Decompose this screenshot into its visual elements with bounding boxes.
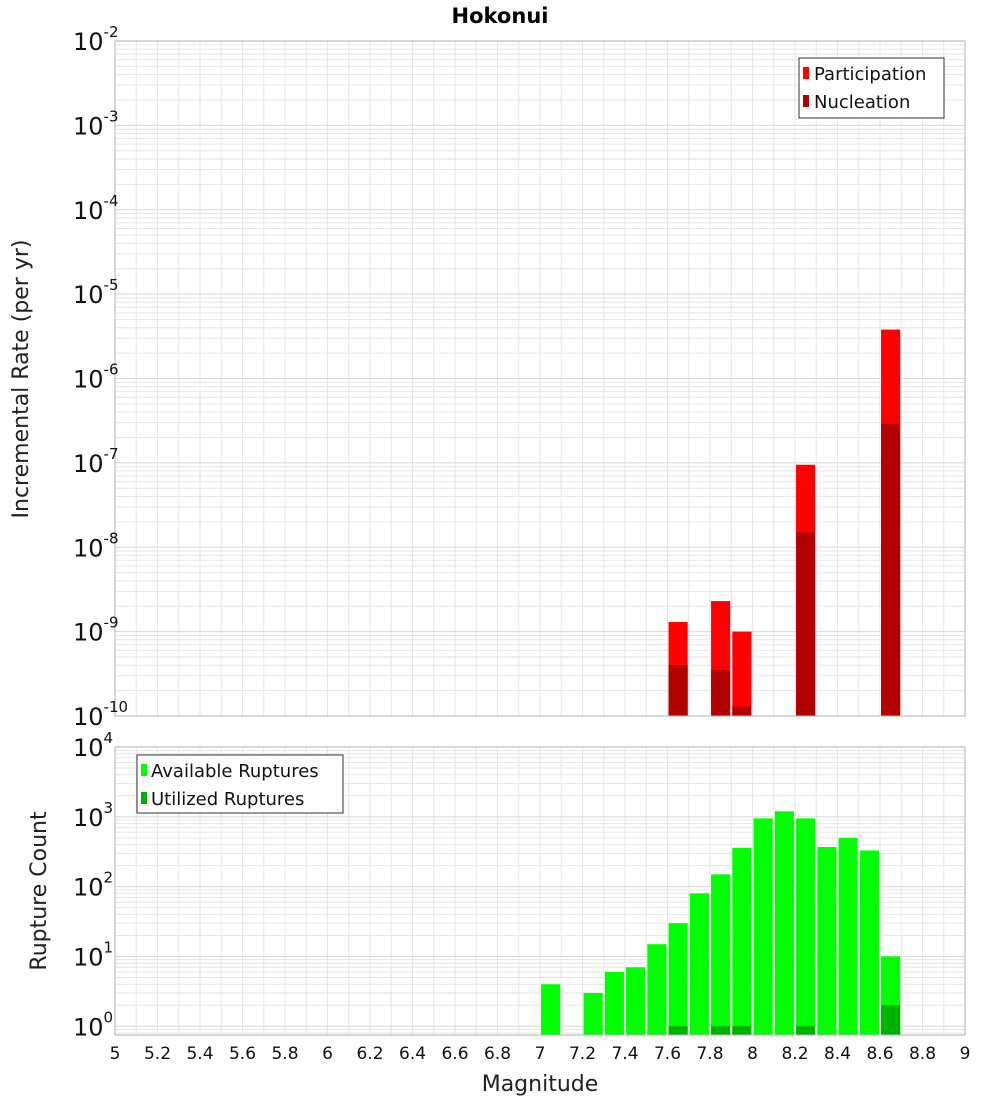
count-bars (541, 811, 901, 1035)
count-bar-s2 (732, 1026, 752, 1035)
count-legend-box (136, 754, 344, 814)
rate-bar-s2 (881, 423, 901, 716)
count-y-tick-label: 102 (73, 869, 113, 902)
count-bar-s2 (796, 1026, 816, 1035)
rate-y-axis-label: Incremental Rate (per yr) (9, 240, 34, 519)
x-tick-label: 6.8 (484, 1044, 511, 1064)
count-bar-s2 (881, 1005, 901, 1035)
legend-swatch-available (141, 764, 147, 776)
rate-y-tick-label: 10-3 (73, 107, 119, 140)
rate-y-tick-label: 10-4 (73, 192, 119, 225)
count-bar-s1 (817, 846, 837, 1035)
count-bar-s1 (583, 992, 603, 1035)
rate-plot-frame (114, 40, 966, 717)
count-panel: 104 103 102 101 100 5 5.2 5.4 5.6 5.8 6 6.2 6.4 6.6 6… (27, 729, 970, 1097)
legend-label-participation: Participation (814, 64, 926, 85)
x-tick-label: 6.6 (441, 1044, 468, 1064)
count-legend: Available Ruptures Utilized Ruptures (136, 754, 344, 814)
x-tick-label: 7.2 (569, 1044, 596, 1064)
rate-grid (114, 40, 966, 717)
count-bar-s1 (859, 850, 879, 1035)
count-bar-s1 (541, 984, 561, 1035)
rate-y-ticks: 10-2 10-3 10-4 10-5 10-6 10-7 10-8 10-9 10-10 (73, 23, 128, 731)
count-bar-s1 (689, 893, 709, 1035)
count-bar-s1 (626, 967, 646, 1035)
rate-bar-s2 (711, 670, 731, 716)
x-tick-label: 8.8 (909, 1044, 936, 1064)
count-y-tick-label: 101 (73, 938, 113, 971)
x-tick-label: 9 (960, 1044, 971, 1064)
x-tick-label: 5.8 (271, 1044, 298, 1064)
x-tick-label: 6.4 (399, 1044, 426, 1064)
legend-label-available: Available Ruptures (151, 761, 319, 782)
count-y-tick-label: 103 (73, 799, 113, 832)
x-tick-label: 7.8 (696, 1044, 723, 1064)
x-tick-label: 7.6 (654, 1044, 681, 1064)
legend-label-nucleation: Nucleation (814, 92, 910, 113)
count-bar-s1 (796, 818, 816, 1035)
rate-bars (668, 329, 901, 716)
rate-bar-s2 (732, 706, 752, 716)
count-bar-s1 (604, 971, 624, 1035)
count-bar-s1 (647, 944, 667, 1035)
chart-title: Hokonui (452, 4, 549, 28)
count-bar-s1 (838, 837, 858, 1035)
count-bar-s2 (668, 1026, 688, 1035)
rate-y-tick-label: 10-8 (73, 529, 119, 562)
x-tick-label: 7.4 (611, 1044, 638, 1064)
rate-panel: 10-2 10-3 10-4 10-5 10-6 10-7 10-8 10-9 10-10 In… (9, 23, 966, 731)
x-tick-label: 8.6 (866, 1044, 893, 1064)
x-tick-label: 7 (535, 1044, 546, 1064)
rate-y-tick-label: 10-6 (73, 361, 119, 394)
count-y-tick-label: 100 (73, 1008, 113, 1041)
rate-bar-s2 (796, 532, 816, 716)
count-bar-s1 (732, 847, 752, 1035)
count-plot-frame (114, 746, 966, 1036)
rate-bar-s1 (732, 631, 752, 716)
legend-label-utilized: Utilized Ruptures (151, 789, 304, 810)
rate-y-tick-label: 10-7 (73, 445, 119, 478)
count-bar-s1 (774, 811, 794, 1035)
count-bar-s1 (753, 818, 773, 1035)
count-bar-s1 (711, 874, 731, 1035)
count-bar-s1 (668, 923, 688, 1035)
count-x-ticks: 5 5.2 5.4 5.6 5.8 6 6.2 6.4 6.6 6.8 7 7.2 7.4 7.6 7.8 8… (110, 1044, 971, 1064)
x-tick-label: 5.2 (144, 1044, 171, 1064)
x-tick-label: 5.4 (186, 1044, 213, 1064)
x-tick-label: 6.2 (356, 1044, 383, 1064)
count-y-axis-label: Rupture Count (27, 811, 52, 971)
count-bar-s2 (711, 1026, 731, 1035)
rate-y-tick-label: 10-2 (73, 23, 119, 56)
rate-y-tick-label: 10-5 (73, 276, 119, 309)
legend-swatch-utilized (141, 792, 147, 804)
count-y-tick-label: 104 (73, 729, 113, 762)
x-tick-label: 8 (747, 1044, 758, 1064)
legend-swatch-nucleation (803, 95, 809, 107)
rate-bar-s2 (668, 665, 688, 716)
x-tick-label: 8.4 (824, 1044, 851, 1064)
x-tick-label: 5.6 (229, 1044, 256, 1064)
x-tick-label: 8.2 (781, 1044, 808, 1064)
legend-swatch-participation (803, 67, 809, 79)
rate-y-tick-label: 10-10 (73, 698, 128, 731)
rate-y-tick-label: 10-9 (73, 614, 119, 647)
rate-legend-box (798, 57, 945, 119)
count-y-ticks: 104 103 102 101 100 (73, 729, 113, 1041)
x-tick-label: 6 (322, 1044, 333, 1064)
x-axis-label: Magnitude (482, 1072, 599, 1097)
x-tick-label: 5 (110, 1044, 121, 1064)
rate-legend: Participation Nucleation (798, 57, 945, 119)
